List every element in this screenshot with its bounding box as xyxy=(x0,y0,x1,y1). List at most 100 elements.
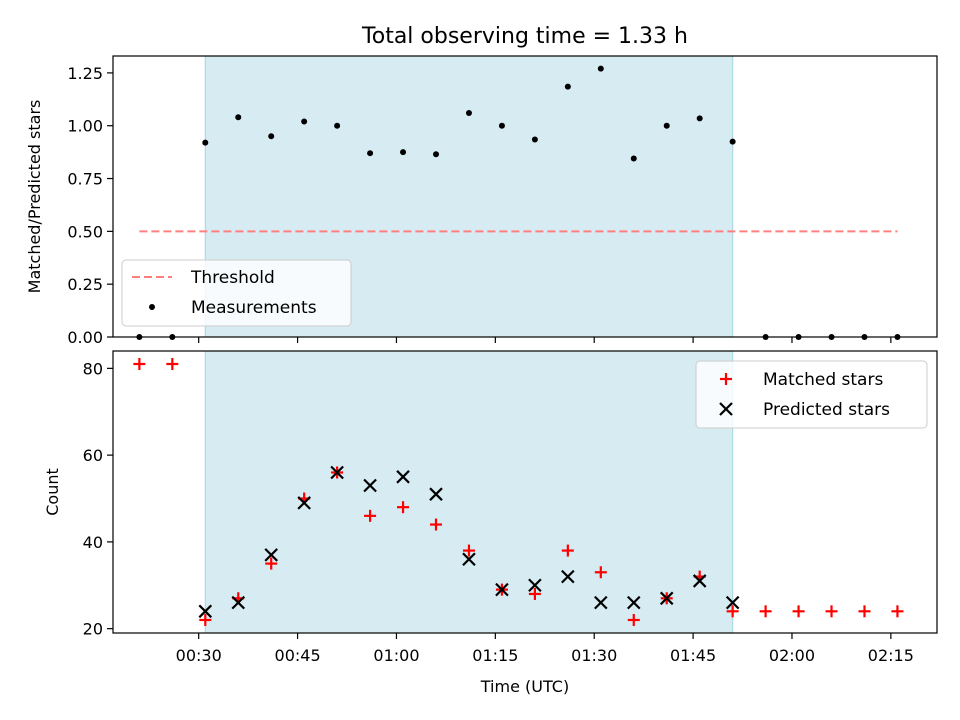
matched-star-point xyxy=(561,544,574,557)
predicted-mark-b xyxy=(264,548,278,562)
measurement-point xyxy=(301,118,308,125)
measurement-point xyxy=(630,155,637,162)
predicted-star-point xyxy=(626,595,641,610)
y-axis-label: Count xyxy=(43,468,62,516)
y-tick-label: 0.25 xyxy=(67,275,103,294)
axes-frame xyxy=(112,350,938,634)
matched-star-point xyxy=(891,605,904,618)
measurement-point xyxy=(334,122,341,129)
predicted-mark-b xyxy=(330,465,344,480)
bottom-panel: 20 40 60 80 00:30 00:45 01:00 01:15 01:30 01:45 02… xyxy=(43,350,938,696)
y-tick-label: 60 xyxy=(83,446,103,465)
y-axis-label: Matched/Predicted stars xyxy=(25,100,44,294)
predicted-star-point xyxy=(231,595,246,610)
measurement-point xyxy=(202,139,209,146)
predicted-mark-b xyxy=(495,582,509,597)
measurement-point xyxy=(696,115,703,122)
matched-star-point xyxy=(265,557,278,570)
x-tick-label: 00:45 xyxy=(275,646,321,665)
x-tick-label: 01:45 xyxy=(670,646,716,665)
y-tick-label: 40 xyxy=(83,533,103,552)
matched-star-point xyxy=(759,605,772,618)
y-tick-label: 1.25 xyxy=(67,64,103,83)
measurement-point xyxy=(498,122,505,129)
x-tick-label: 01:30 xyxy=(571,646,617,665)
matched-star-point xyxy=(397,501,410,514)
predicted-mark-b xyxy=(396,470,410,484)
x-tick-label: 02:00 xyxy=(769,646,815,665)
legend-box xyxy=(695,360,928,429)
y-tick-label: 20 xyxy=(83,620,103,639)
matched-star-point xyxy=(364,509,377,522)
predicted-star-point xyxy=(396,470,410,484)
measurement-point xyxy=(465,110,472,117)
y-tick-label: 1.00 xyxy=(67,117,103,136)
predicted-mark-b xyxy=(297,496,311,510)
predicted-star-point xyxy=(297,496,311,510)
legend-label-predicted: Predicted stars xyxy=(763,400,890,420)
x-tick-label: 01:00 xyxy=(373,646,419,665)
measurement-point xyxy=(729,138,736,145)
y-tick-label: 80 xyxy=(83,359,103,378)
predicted-star-point xyxy=(330,465,344,480)
matched-star-point xyxy=(825,605,838,618)
legend-label-matched: Matched stars xyxy=(763,370,883,390)
predicted-mark-b xyxy=(231,595,246,610)
y-tick-label: 0.75 xyxy=(67,170,103,189)
predicted-star-point xyxy=(198,604,213,619)
measurement-point xyxy=(400,149,407,156)
matched-star-point xyxy=(199,613,212,626)
matched-star-point xyxy=(133,358,146,371)
predicted-star-point xyxy=(495,582,509,597)
matched-star-point xyxy=(594,566,607,579)
x-tick-label: 00:30 xyxy=(176,646,222,665)
matched-star-point xyxy=(430,518,443,531)
measurement-point xyxy=(663,122,670,129)
measurement-point xyxy=(268,133,275,140)
predicted-star-point xyxy=(264,548,278,562)
axes-frame xyxy=(112,55,938,338)
series-matched-stars xyxy=(133,358,904,626)
predicted-star-point xyxy=(692,574,707,588)
matched-star-point xyxy=(627,613,640,626)
x-axis-label: Time (UTC) xyxy=(480,677,569,696)
legend-label-threshold: Threshold xyxy=(190,268,275,288)
measurement-point xyxy=(367,150,374,157)
predicted-star-point xyxy=(528,578,542,593)
x-tick-label: 01:15 xyxy=(472,646,518,665)
observing-interval-shade xyxy=(205,351,733,633)
legend-matched-swatch xyxy=(720,373,732,385)
measurement-point xyxy=(564,83,571,90)
measurement-point xyxy=(531,136,538,143)
matched-star-point xyxy=(726,605,739,618)
legend: Threshold Measurements xyxy=(121,259,352,327)
measurement-point xyxy=(235,114,242,121)
predicted-star-point xyxy=(429,487,443,501)
predicted-mark-b xyxy=(561,569,575,584)
predicted-mark-b xyxy=(659,591,674,606)
predicted-mark-b xyxy=(528,578,542,593)
matched-star-point xyxy=(462,544,475,557)
predicted-star-point xyxy=(561,569,575,584)
y-tick-label: 0.50 xyxy=(67,222,103,241)
predicted-star-point xyxy=(725,595,740,610)
series-predicted-stars xyxy=(198,465,740,619)
y-tick-label: 0.00 xyxy=(67,328,103,347)
predicted-star-point xyxy=(659,591,674,606)
predicted-mark-b xyxy=(462,552,476,567)
predicted-mark-b xyxy=(725,595,740,610)
predicted-star-point xyxy=(462,552,476,567)
top-panel: 0.00 0.25 0.50 0.75 1.00 1.25 Matched/Predicte… xyxy=(25,24,938,347)
predicted-star-point xyxy=(594,595,608,610)
measurement-point xyxy=(597,65,604,72)
legend-measurement-swatch xyxy=(149,304,155,310)
predicted-star-point xyxy=(363,478,377,493)
matched-star-point xyxy=(166,358,179,371)
predicted-mark-b xyxy=(198,604,213,619)
legend-predicted-swatch xyxy=(719,402,733,416)
legend-label-measurements: Measurements xyxy=(191,298,317,318)
matched-star-point xyxy=(858,605,871,618)
legend-box xyxy=(121,259,352,327)
x-tick-label: 02:15 xyxy=(868,646,914,665)
